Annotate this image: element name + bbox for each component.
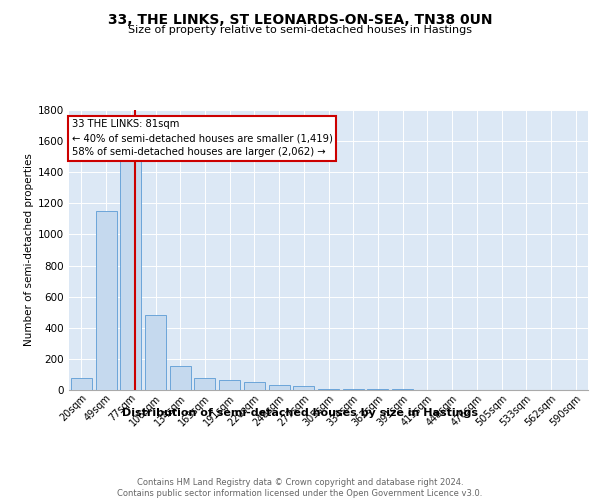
Bar	[392, 389, 413, 390]
Bar	[71, 378, 92, 390]
Bar	[95, 211, 116, 390]
Bar	[244, 382, 265, 390]
Bar	[170, 366, 191, 390]
Text: Distribution of semi-detached houses by size in Hastings: Distribution of semi-detached houses by …	[122, 408, 478, 418]
Text: 33, THE LINKS, ST LEONARDS-ON-SEA, TN38 0UN: 33, THE LINKS, ST LEONARDS-ON-SEA, TN38 …	[108, 12, 492, 26]
Bar	[269, 386, 290, 390]
Bar	[120, 160, 141, 390]
Bar	[194, 378, 215, 390]
Bar	[343, 389, 364, 390]
Text: Contains HM Land Registry data © Crown copyright and database right 2024.
Contai: Contains HM Land Registry data © Crown c…	[118, 478, 482, 498]
Bar	[219, 380, 240, 390]
Bar	[367, 389, 388, 390]
Text: 33 THE LINKS: 81sqm
← 40% of semi-detached houses are smaller (1,419)
58% of sem: 33 THE LINKS: 81sqm ← 40% of semi-detach…	[72, 120, 333, 158]
Y-axis label: Number of semi-detached properties: Number of semi-detached properties	[24, 154, 34, 346]
Bar	[318, 389, 339, 390]
Bar	[293, 386, 314, 390]
Bar	[145, 316, 166, 390]
Text: Size of property relative to semi-detached houses in Hastings: Size of property relative to semi-detach…	[128, 25, 472, 35]
